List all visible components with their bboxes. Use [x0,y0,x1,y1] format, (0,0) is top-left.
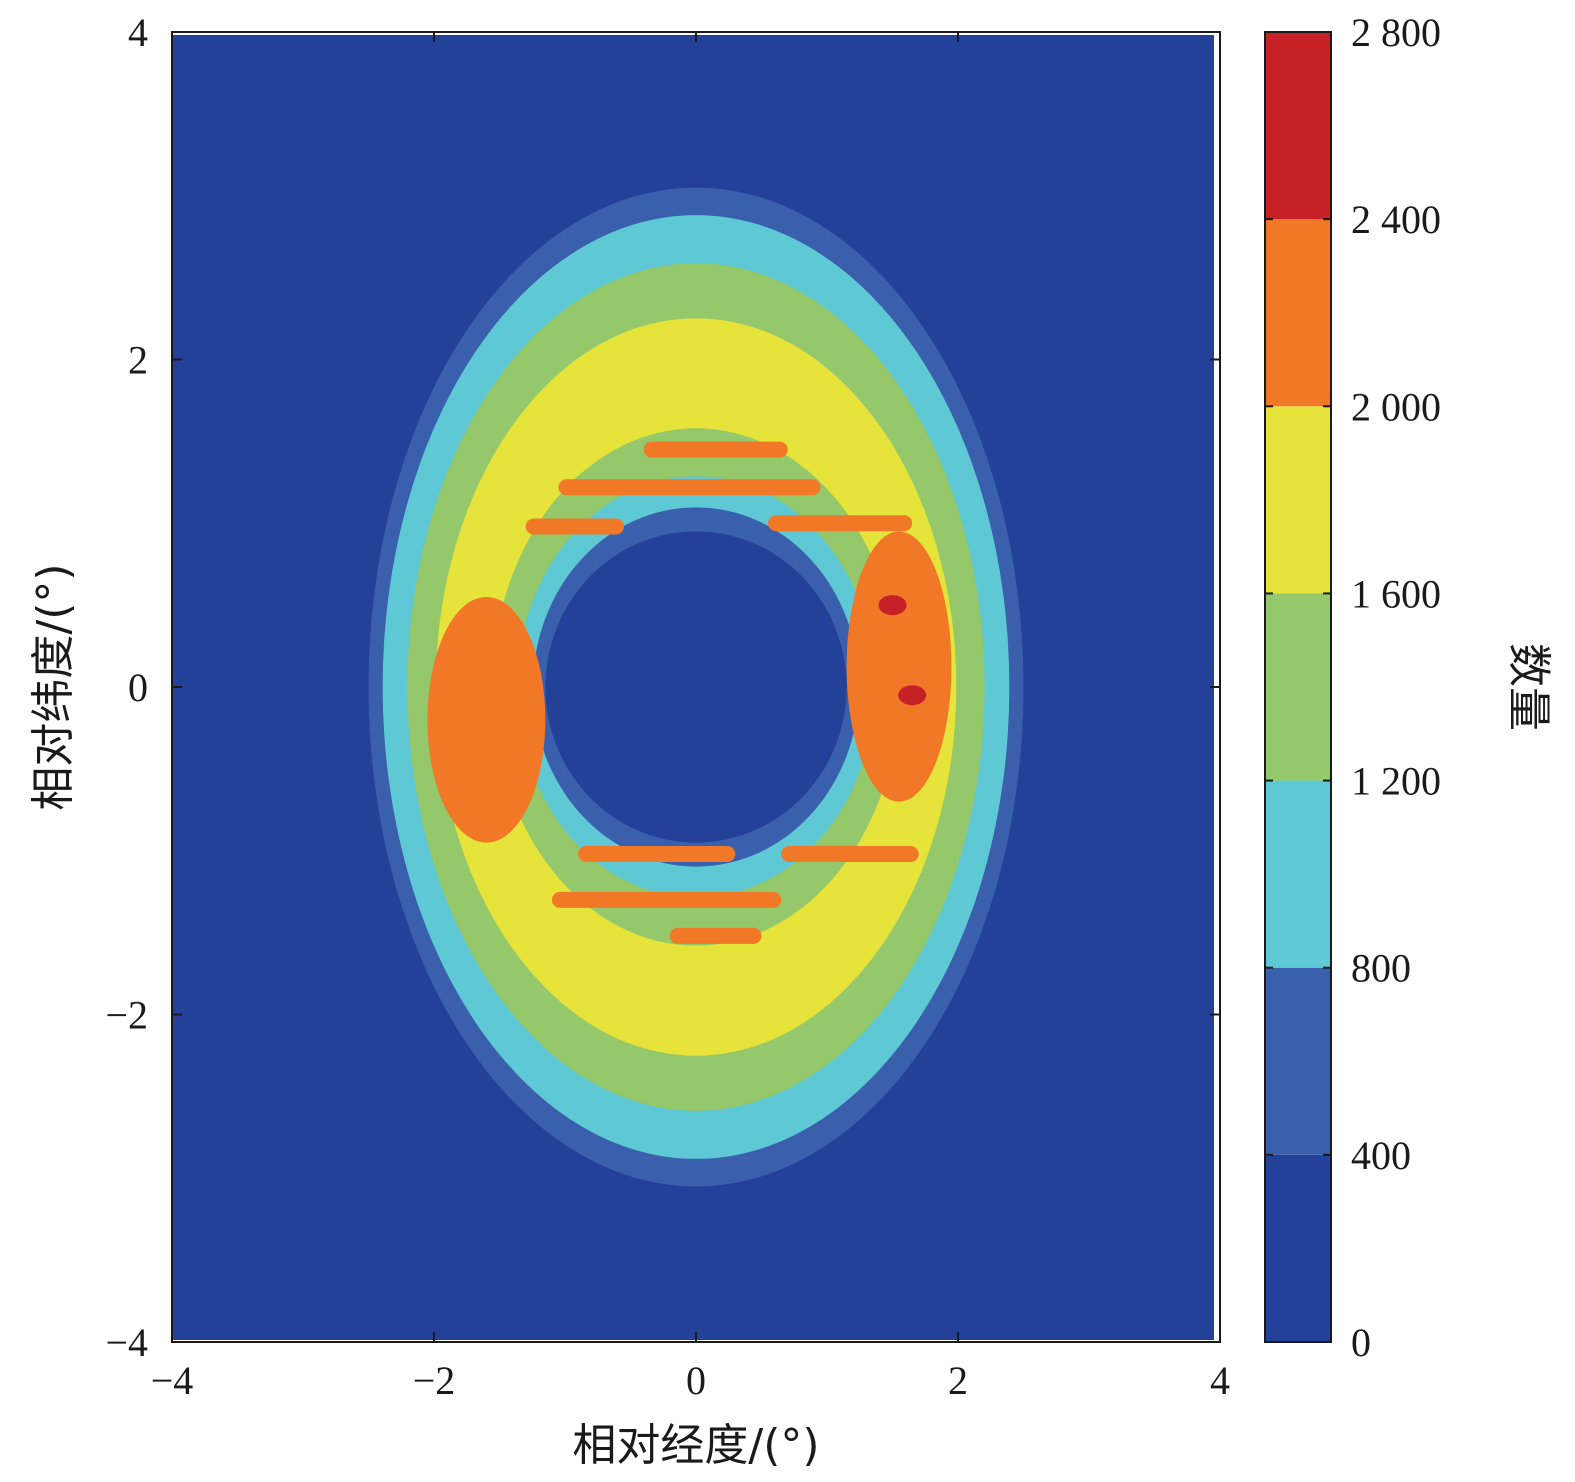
x-tick-label: −2 [413,1358,456,1403]
y-tick-label: −2 [105,993,148,1038]
colorbar-segment-6 [1265,32,1331,220]
colorbar-tick-label: 2 800 [1351,10,1441,55]
orange-band-3 [768,515,913,532]
contour-ring [368,187,1024,1187]
x-tick-label: 0 [686,1358,706,1403]
orange-band-2 [525,518,624,535]
x-tick-label: −4 [151,1358,194,1403]
colorbar-segment-1 [1265,967,1331,1155]
colorbar-tick-label: 1 200 [1351,759,1441,804]
orange-band-4 [578,846,736,863]
contour-level-7 [545,531,847,843]
plot-area [172,32,1220,1342]
colorbar-tick-label: 2 400 [1351,197,1441,242]
x-tick-label: 2 [948,1358,968,1403]
colorbar-tick-label: 2 000 [1351,384,1441,429]
x-axis-label: 相对经度/(°) [572,1420,819,1471]
orange-lobe-0 [427,596,546,843]
y-axis: −4 −2 0 2 4 [105,10,1220,1365]
colorbar-segment-2 [1265,780,1331,968]
orange-band-0 [643,441,788,458]
y-tick-label: −4 [105,1320,148,1365]
colorbar-segment-0 [1265,1154,1331,1342]
y-axis-label: 相对纬度/(°) [28,563,79,810]
colorbar-tick-label: 400 [1351,1133,1411,1178]
peak-marker-1 [898,685,927,706]
colorbar: 0 400 800 1 200 1 600 2 000 2 400 2 800 [1264,10,1441,1365]
colorbar-tick-label: 0 [1351,1320,1371,1365]
y-tick-label: 4 [128,10,148,55]
y-tick-label: 2 [128,338,148,383]
orange-band-5 [781,846,919,863]
peak-marker-0 [878,595,907,616]
colorbar-label: 数量 [1503,643,1554,731]
colorbar-segment-4 [1265,406,1331,594]
y-tick-label: 0 [128,665,148,710]
colorbar-frame [1264,31,1332,1343]
orange-band-7 [669,927,762,944]
colorbar-segment-3 [1265,593,1331,781]
colorbar-tick-label: 1 600 [1351,571,1441,616]
orange-band-6 [551,891,782,908]
x-axis: −4 −2 0 2 4 [151,32,1230,1403]
orange-band-1 [558,479,821,496]
x-tick-label: 4 [1210,1358,1230,1403]
orange-lobe-1 [846,531,952,802]
colorbar-segment-5 [1265,219,1331,407]
colorbar-tick-label: 800 [1351,946,1411,991]
